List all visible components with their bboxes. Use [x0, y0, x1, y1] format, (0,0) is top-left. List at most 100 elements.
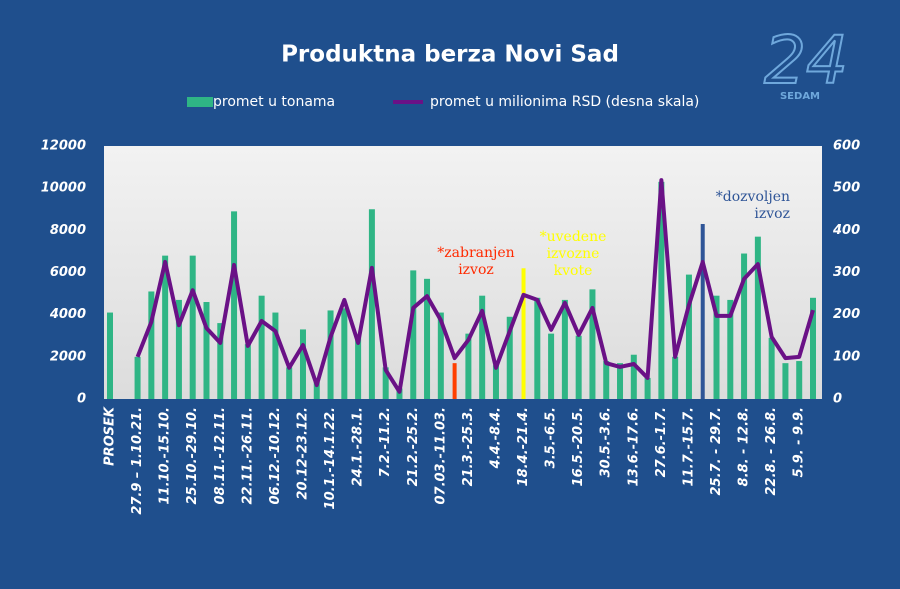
bar: [217, 323, 224, 399]
x-tick-label: 25.7. - 29.7.: [709, 407, 724, 495]
bar: [561, 299, 568, 399]
x-tick-label: 7.2.-11.2.: [378, 407, 393, 477]
bar: [175, 299, 182, 399]
bar: [658, 181, 665, 399]
bar: [521, 268, 526, 399]
y2-tick-label: 0: [833, 392, 842, 407]
x-tick-label: 30.5.-3.6.: [599, 407, 614, 477]
bar: [479, 295, 486, 399]
x-tick-label: 25.10.-29.10.: [185, 407, 200, 505]
y2-tick-label: 400: [832, 223, 860, 238]
bar: [603, 361, 610, 399]
y-tick-label: 2000: [50, 349, 86, 364]
x-tick-label: 08.11.-12.11.: [213, 407, 228, 505]
x-tick-label: 22.11.-26.11.: [240, 407, 255, 505]
bar: [355, 335, 362, 399]
bar: [286, 367, 293, 399]
bar: [810, 297, 816, 399]
y-tick-label: 0: [77, 392, 86, 407]
bar: [685, 274, 692, 399]
bar: [672, 356, 679, 399]
x-tick-label: 11.10.-15.10.: [158, 407, 173, 505]
x-tick-label: 4.4.-8.4.: [488, 407, 503, 469]
bar: [796, 361, 803, 399]
y2-tick-label: 300: [833, 265, 860, 280]
bar: [148, 291, 155, 399]
y-tick-label: 4000: [49, 307, 86, 322]
x-tick-label: 5.9. - 9.9.: [792, 407, 807, 477]
x-tick-label: 3.5.-6.5.: [544, 407, 559, 468]
y2-tick-label: 500: [833, 181, 860, 196]
bar: [534, 297, 541, 399]
bar: [410, 270, 417, 399]
y-tick-label: 10000: [41, 181, 86, 196]
bar: [134, 356, 141, 399]
annotation: izvoz: [458, 262, 494, 278]
bar: [327, 310, 334, 399]
bar: [244, 344, 251, 399]
bar: [575, 335, 582, 399]
x-tick-label: 13.6.-17.6.: [626, 407, 641, 486]
x-tick-label: 16.5.-20.5.: [571, 407, 586, 486]
bar: [203, 302, 210, 399]
bar: [617, 363, 624, 399]
bar: [258, 295, 265, 399]
bar: [589, 289, 596, 399]
bar: [768, 337, 775, 399]
x-tick-label: 24.1.-28.1.: [351, 407, 366, 486]
bar: [313, 382, 320, 399]
bar: [506, 316, 513, 399]
logo: 24 SEDAM: [763, 21, 849, 102]
y2-tick-label: 100: [833, 349, 860, 364]
x-tick-label: 21.3.-25.3.: [461, 407, 476, 486]
bar: [299, 329, 306, 399]
bar: [231, 211, 238, 399]
bar: [368, 209, 375, 399]
y-tick-label: 6000: [50, 265, 86, 280]
annotation: kvote: [554, 263, 593, 279]
x-tick-label: 10.1.-14.1.22.: [323, 407, 338, 509]
logo-text: SEDAM: [780, 91, 820, 102]
bar: [162, 255, 169, 399]
annotation: izvozne: [547, 246, 600, 262]
bar: [644, 377, 651, 399]
x-tick-label: 07.03.-11.03.: [433, 407, 448, 505]
bar: [107, 312, 113, 399]
bar: [548, 333, 555, 399]
y2-tick-label: 600: [833, 139, 860, 154]
line: [135, 178, 815, 394]
bar: [452, 363, 457, 399]
legend-swatch: [187, 97, 213, 107]
x-tick-label: 18.4.-21.4.: [516, 407, 531, 486]
bar: [700, 224, 705, 399]
bar: [465, 333, 472, 399]
y-tick-label: 8000: [50, 223, 86, 238]
x-tick-label: 22.8. - 26.8.: [764, 407, 779, 495]
logo-number: 24: [764, 22, 848, 99]
x-tick-label: 20.12-23.12.: [295, 407, 310, 500]
annotation: *uvedene: [540, 229, 607, 245]
legend-label: promet u tonama: [213, 94, 335, 110]
bar: [189, 255, 196, 399]
legend-label: promet u milionima RSD (desna skala): [430, 94, 699, 110]
annotation: *zabranjen: [437, 245, 514, 261]
bar: [272, 312, 279, 399]
chart-title: Produktna berza Novi Sad: [281, 42, 619, 68]
x-tick-label: 21.2.-25.2.: [406, 407, 421, 486]
x-tick-label: 06.12.-10.12.: [268, 407, 283, 505]
bar: [437, 312, 444, 399]
bar: [713, 295, 720, 399]
bar: [382, 367, 389, 399]
y2-tick-label: 200: [833, 307, 860, 322]
annotation: izvoz: [754, 206, 790, 222]
bar: [424, 278, 431, 399]
x-tick-label: 27.6.-1.7.: [654, 407, 669, 477]
x-tick-label: 27.9 – 1.10.21.: [130, 407, 145, 515]
bar: [782, 363, 789, 399]
bar: [492, 365, 499, 399]
bar: [754, 236, 761, 399]
x-tick-label: 11.7.-15.7.: [681, 407, 696, 486]
bar: [741, 253, 748, 399]
bar: [727, 299, 734, 399]
